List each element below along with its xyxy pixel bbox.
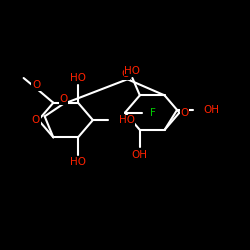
Text: HO: HO <box>70 157 86 167</box>
Text: O: O <box>59 94 67 104</box>
Text: O: O <box>32 80 40 90</box>
Text: O: O <box>32 115 40 125</box>
Text: OH: OH <box>132 150 148 160</box>
Text: F: F <box>150 108 156 118</box>
Text: HO: HO <box>119 115 135 125</box>
Text: HO: HO <box>70 73 86 83</box>
Text: HO: HO <box>124 66 140 76</box>
Text: OH: OH <box>203 105 219 115</box>
Text: O: O <box>180 108 188 118</box>
Text: O: O <box>121 69 129 79</box>
